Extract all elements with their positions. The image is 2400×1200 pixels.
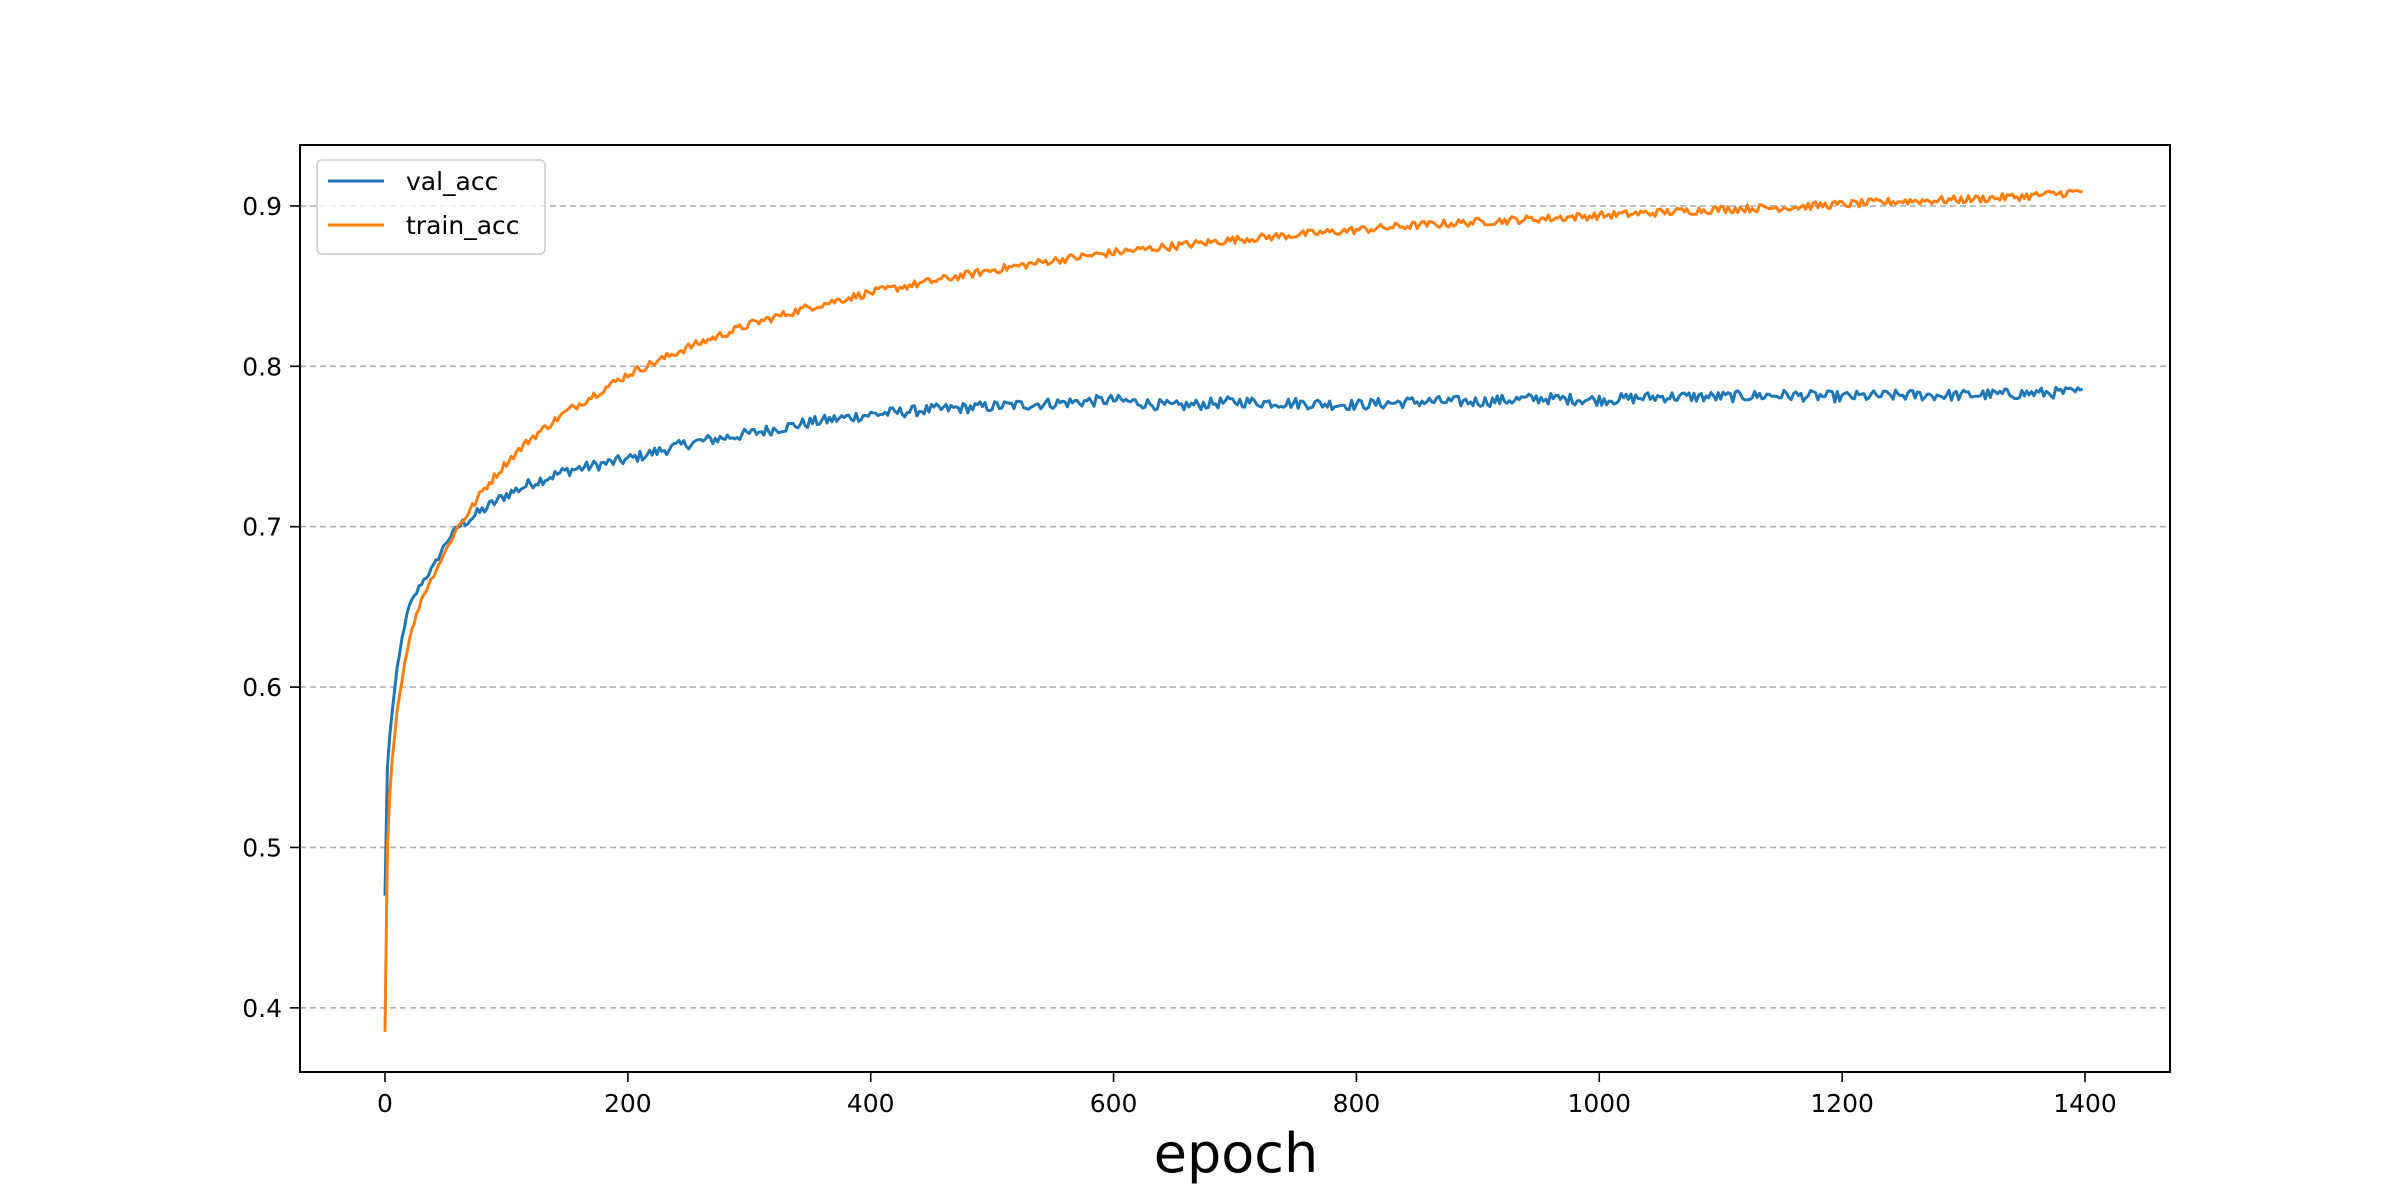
plot-area-frame [299, 144, 2171, 1073]
series-lines [383, 188, 2084, 1032]
legend-label-train_acc: train_acc [406, 211, 520, 240]
x-tick-label: 800 [1333, 1089, 1381, 1118]
y-tick-label: 0.6 [242, 673, 282, 702]
x-axis-ticks: 0 200 400 600 800 1000 1200 1400 [377, 1072, 2117, 1118]
legend-label-val_acc: val_acc [406, 167, 498, 196]
x-tick-label: 400 [847, 1089, 895, 1118]
y-tick-label: 0.4 [242, 994, 282, 1023]
y-tick-label: 0.7 [242, 513, 282, 542]
y-tick-label: 0.9 [242, 192, 282, 221]
x-tick-label: 600 [1090, 1089, 1138, 1118]
x-axis-title: epoch [1154, 1122, 1318, 1185]
x-tick-label: 200 [604, 1089, 652, 1118]
legend: val_acc train_acc [316, 159, 546, 255]
y-tick-label: 0.8 [242, 352, 282, 381]
y-axis-ticks: 0.4 0.5 0.6 0.7 0.8 0.9 [242, 192, 300, 1023]
x-tick-label: 1000 [1567, 1089, 1631, 1118]
x-tick-label: 1400 [2053, 1089, 2117, 1118]
series-line-train_acc [383, 188, 2083, 1032]
x-tick-label: 0 [377, 1089, 393, 1118]
y-gridlines [300, 205, 2170, 1009]
series-line-val_acc [383, 385, 2084, 896]
legend-box [316, 159, 546, 255]
y-tick-label: 0.5 [242, 833, 282, 862]
x-tick-label: 1200 [1810, 1089, 1874, 1118]
